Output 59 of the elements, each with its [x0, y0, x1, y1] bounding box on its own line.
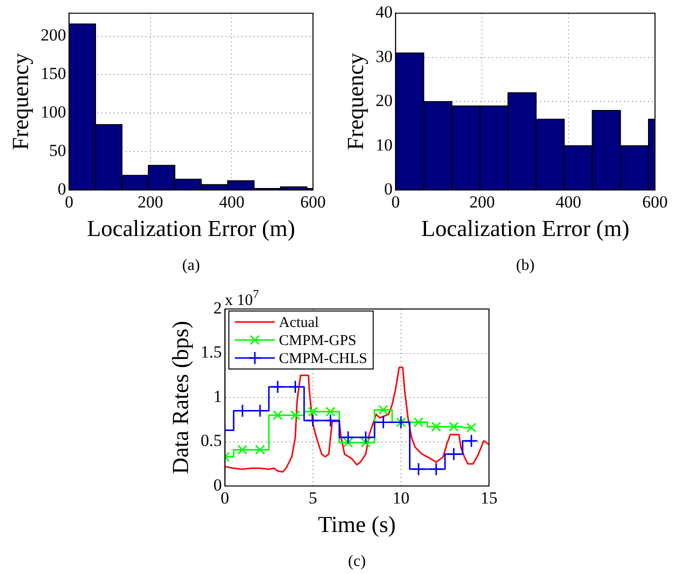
y-axis-title: Frequency [8, 52, 33, 150]
point [341, 430, 355, 444]
point [464, 434, 478, 448]
point [448, 422, 459, 432]
x-tick-label: 15 [480, 488, 498, 508]
y-tick-label: 0.5 [200, 431, 222, 450]
x-tick-label: 200 [469, 192, 495, 212]
y-tick-label: 50 [49, 141, 66, 160]
legend-label: CMPM-GPS [278, 332, 356, 349]
point [343, 438, 354, 448]
point [447, 447, 461, 461]
text: (c) [348, 553, 366, 570]
y-tick-label: 10 [376, 135, 393, 154]
point [324, 414, 338, 428]
text: (b) [516, 257, 535, 274]
x-tick-label: 600 [642, 192, 668, 212]
point [431, 422, 442, 432]
point [237, 444, 248, 455]
y-axis-title: Frequency [342, 52, 368, 150]
y-tick-label: 0 [213, 475, 222, 494]
point [429, 462, 443, 476]
y-tick-label: 150 [40, 64, 66, 84]
x-axis-title: Localization Error (m) [86, 216, 296, 242]
y-tick-label: 30 [376, 46, 393, 66]
point [466, 422, 476, 433]
y-tick-label: 100 [40, 102, 66, 122]
point [378, 404, 388, 415]
point [290, 410, 300, 420]
x-tick-label: 600 [300, 192, 326, 212]
x-tick-label: 10 [392, 488, 410, 508]
legend-label: CMPM-CHLS [278, 350, 368, 367]
point [412, 462, 426, 476]
point [255, 444, 266, 455]
point [306, 414, 320, 428]
text: (a) [182, 257, 200, 274]
point [270, 380, 284, 394]
point [360, 438, 371, 448]
point [308, 406, 318, 417]
x-axis-title: Localization Error (m) [421, 216, 630, 242]
x-axis-title: Time (s) [318, 512, 396, 538]
x-tick-label: 200 [138, 192, 164, 212]
point [288, 380, 302, 394]
x-tick-label: 400 [218, 192, 244, 212]
y-axis-title: Data Rates (bps) [168, 320, 193, 474]
y-tick-label: 0 [58, 179, 66, 198]
y-tick-label: 20 [376, 91, 393, 110]
point [272, 410, 283, 420]
point [358, 430, 372, 444]
y-tick-label: 2 [213, 298, 222, 318]
y-tick-label: 1.5 [200, 342, 222, 362]
point [326, 406, 336, 417]
legend-label: Actual [278, 314, 319, 331]
y-tick-label: 0 [384, 179, 393, 198]
point [414, 417, 424, 428]
x-tick-label: 400 [556, 192, 582, 212]
y-tick-label: 40 [376, 2, 393, 22]
y-tick-label: 200 [40, 26, 66, 45]
y-tick-label: 1 [213, 386, 222, 406]
x-tick-label: 5 [308, 488, 318, 508]
